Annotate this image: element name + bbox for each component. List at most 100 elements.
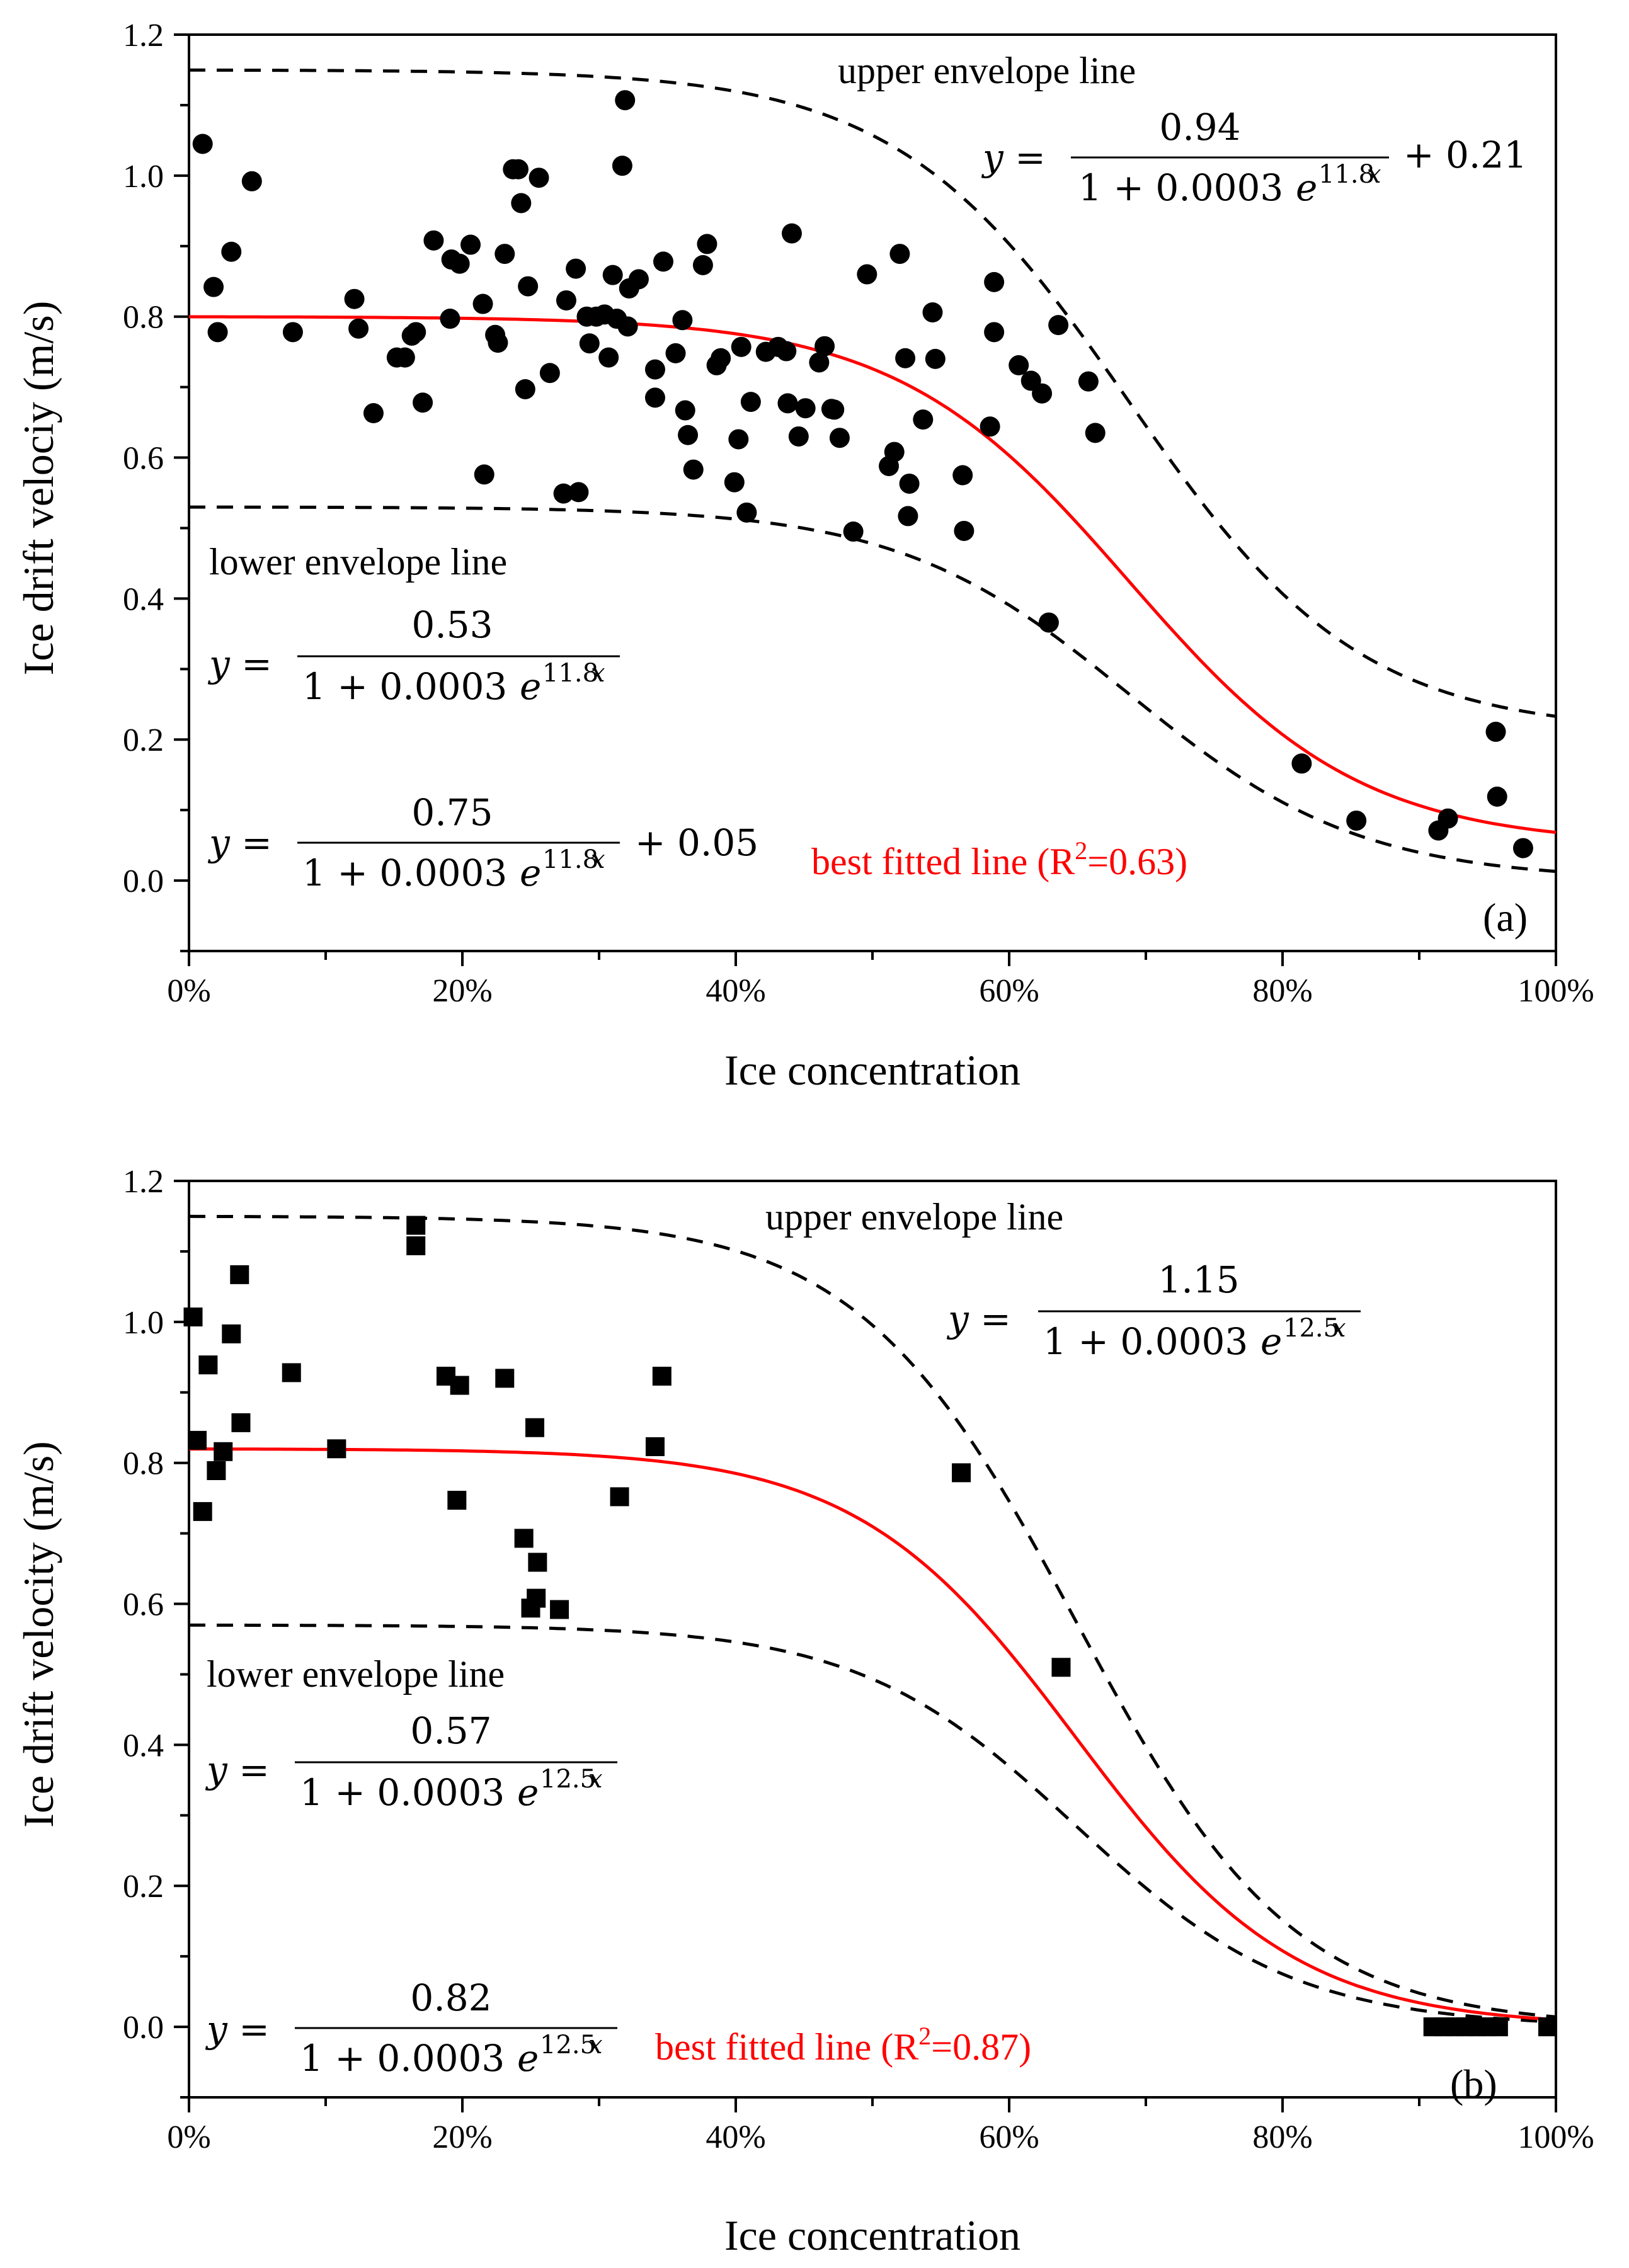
panel-a-data-point [736, 502, 757, 523]
panel-a-data-point [644, 359, 665, 380]
panel-a-data-point [922, 302, 943, 322]
panel-a-upper-eq-numerator: 0.94 [1159, 106, 1240, 149]
panel-a-data-point [460, 234, 481, 255]
panel-b-best-eq-numerator: 0.82 [410, 1976, 491, 2019]
panel-a-data-point [829, 428, 850, 448]
panel-a-upper-equation: y = 0.94 1 + 0.0003 e 11.8 x + 0.21 [981, 106, 1527, 209]
panel-b-y-ticks: 0.0 0.2 0.4 0.6 0.8 1.0 1.2 [123, 1164, 189, 2099]
panel-a-data-point [1512, 838, 1533, 858]
panel-a-data-point [413, 392, 433, 413]
panel-a-data-point [857, 264, 877, 285]
panel-a-y-tick-label: 0.6 [123, 441, 164, 477]
panel-a-data-point [628, 269, 649, 290]
panel-b-y-tick-label: 1.2 [123, 1164, 164, 1200]
panel-a-data-point [788, 426, 809, 447]
panel-a-data-point [678, 425, 699, 445]
panel-a-upper-eq-e: e [1296, 166, 1317, 209]
panel-a-lower-equation: y = 0.53 1 + 0.0003 e 11.8 x [207, 603, 620, 708]
panel-b-data-point [188, 1430, 207, 1450]
panel-b-data-point [1051, 1658, 1071, 1677]
panel-a-data-point [472, 293, 493, 314]
panel-b-x-axis-title: Ice concentration [724, 2211, 1020, 2259]
panel-a-y-tick-label: 0.2 [123, 722, 164, 758]
panel-b-lower-eq-y: y = [205, 1748, 270, 1791]
panel-a-lower-eq-den-base: 1 + 0.0003 [302, 665, 507, 708]
panel-a-data-point [984, 322, 1005, 343]
panel-b-data-point [183, 1308, 203, 1327]
panel-b-y-tick-label: 1.0 [123, 1305, 164, 1341]
panel-a-data-point [672, 310, 693, 331]
panel-b-upper-eq-numerator: 1.15 [1158, 1258, 1239, 1301]
panel-b-y-axis-title: Ice drift velocity (m/s) [14, 1441, 62, 1828]
panel-a-x-tick-label: 40% [706, 973, 765, 1009]
panel-b-upper-envelope-label: upper envelope line [765, 1196, 1063, 1238]
panel-b-lower-eq-e: e [517, 1771, 539, 1814]
panel-a-upper-eq-exp: 11.8 [1318, 160, 1375, 189]
panel-b-lower-eq-den-base: 1 + 0.0003 [300, 1771, 505, 1814]
panel-b-best-eq-exp: 12.5 [540, 2031, 596, 2060]
panel-a-data-point [1487, 786, 1507, 807]
panel-a-data-point [889, 244, 910, 265]
panel-a-lower-eq-exp-var: x [591, 659, 605, 688]
panel-a-lower-eq-e: e [520, 665, 541, 708]
panel-a-data-point [954, 520, 975, 541]
panel-b-plot-frame [188, 1180, 1557, 2099]
panel-a-data-point [644, 387, 665, 408]
panel-a-x-tick-label: 80% [1252, 973, 1312, 1009]
panel-a-x-tick-label: 0% [167, 973, 210, 1009]
panel-b-data-point [645, 1437, 665, 1456]
panel-a-upper-envelope-curve [189, 68, 1557, 718]
panel-a-data-point [394, 347, 415, 368]
panel-a-data-point [556, 290, 576, 311]
panel-a-data-point [1085, 423, 1106, 443]
panel-b-data-points [183, 1216, 1557, 2037]
panel-a-data-point [511, 193, 532, 214]
panel-b-x-tick-label: 40% [706, 2119, 765, 2155]
panel-a-data-point [824, 399, 845, 420]
panel-a-x-tick-label: 20% [432, 973, 492, 1009]
panel-b-x-tick-label: 20% [432, 2119, 492, 2155]
panel-a-y-tick-label: 1.0 [123, 159, 164, 195]
panel-b-data-point [952, 1463, 971, 1483]
panel-a-curves [188, 68, 1557, 874]
panel-a-upper-eq-den-base: 1 + 0.0003 [1078, 166, 1283, 209]
panel-a-data-point [615, 90, 636, 111]
panel-b-best-fit-curve [189, 1447, 1557, 2022]
panel-a-data-point [740, 392, 761, 413]
panel-a-data-point [203, 276, 224, 297]
panel-a-data-point [617, 316, 638, 337]
panel-b-best-fit-label-sup: 2 [918, 2022, 931, 2050]
panel-a-upper-eq-exp-var: x [1367, 160, 1381, 189]
panel-b-curves [188, 1214, 1557, 2024]
panel-b-data-point [282, 1363, 301, 1382]
panel-a-data-point [1009, 355, 1029, 375]
panel-a-y-tick-label: 0.0 [123, 863, 164, 899]
panel-a-data-point [895, 348, 916, 368]
panel-a-data-point [898, 506, 918, 527]
panel-b-data-point [198, 1355, 218, 1375]
panel-a-data-point [406, 322, 426, 343]
panel-a-best-eq-exp: 11.8 [542, 845, 598, 874]
panel-a-data-point [952, 465, 973, 486]
panel-a-upper-eq-const: + 0.21 [1403, 134, 1527, 176]
panel-a-data-point [348, 318, 369, 339]
panel-a-y-ticks: 0.0 0.2 0.4 0.6 0.8 1.0 1.2 [123, 18, 189, 952]
panel-a-data-point [566, 258, 586, 279]
panel-a-data-point [683, 459, 704, 480]
panel-a-best-eq-y: y = [207, 821, 272, 864]
panel-a-data-point [192, 134, 213, 154]
panel-b-data-point [514, 1529, 534, 1548]
panel-b-chart: 0% 20% 40% 60% 80% 100%0.00.20.40.60.81.01.2 … [14, 1164, 1594, 2259]
panel-b-best-eq-y: y = [205, 2008, 270, 2051]
panel-a-data-point [423, 230, 444, 251]
panel-a-x-ticks: 0% 20% 40% 60% 80% 100% [167, 951, 1594, 1009]
panel-b-data-point [222, 1324, 241, 1343]
panel-b-x-tick-label: 0% [167, 2119, 210, 2155]
panel-a-data-point [925, 348, 946, 369]
panel-a-lower-envelope-curve [189, 505, 1557, 874]
panel-a-data-point [1438, 808, 1458, 829]
panel-b-y-tick-label: 0.0 [123, 2010, 164, 2046]
panel-a-data-point [884, 442, 905, 462]
panel-b-lower-envelope-label: lower envelope line [207, 1653, 505, 1695]
panel-b-data-point [327, 1439, 346, 1459]
